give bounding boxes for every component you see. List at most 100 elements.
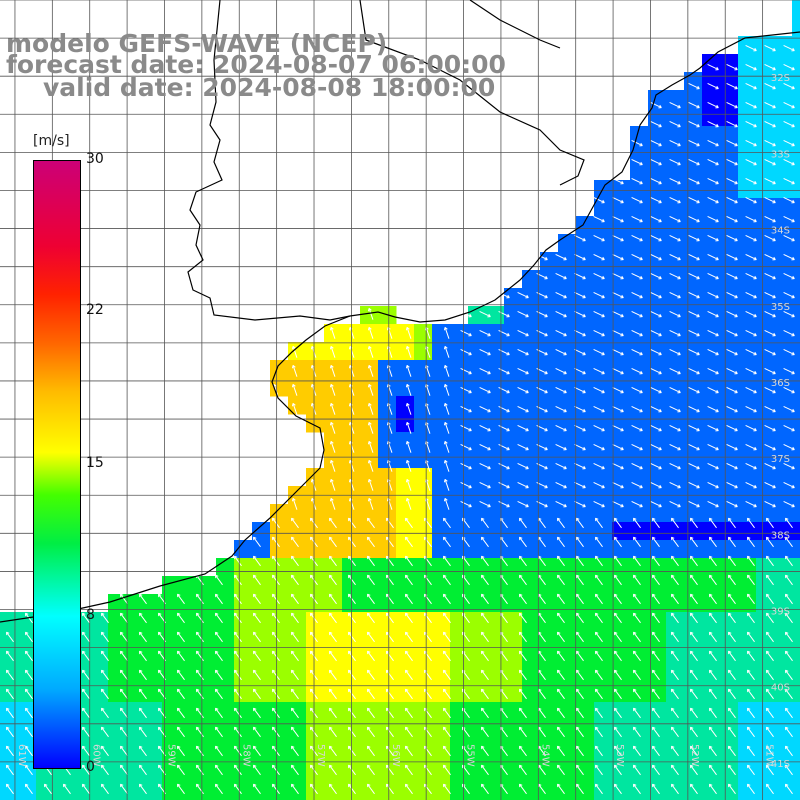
wind-arrow [783, 386, 795, 394]
wind-cell [630, 324, 649, 343]
wind-arrow [120, 707, 128, 719]
wind-cell [792, 720, 800, 739]
wind-cell [720, 144, 739, 163]
wind-arrow [196, 688, 204, 700]
wind-arrow-head [157, 688, 162, 693]
wind-arrow [783, 481, 795, 489]
wind-cell [648, 756, 667, 775]
wind-arrow-head [613, 555, 618, 560]
wind-arrow [631, 367, 643, 375]
wind-arrow [688, 500, 700, 508]
wind-cell [738, 324, 757, 343]
wind-arrow-head [639, 256, 643, 261]
wind-cell [270, 738, 289, 757]
wind-arrow-head [518, 650, 523, 655]
wind-arrow [120, 593, 128, 605]
wind-arrow [650, 386, 662, 394]
wind-arrow-head [544, 332, 548, 337]
wind-cell [522, 612, 541, 631]
wind-arrow [406, 365, 412, 377]
wind-arrow [593, 348, 605, 356]
wind-arrow [481, 593, 489, 605]
wind-cell [738, 90, 757, 109]
wind-cell [90, 684, 109, 703]
wind-arrow [82, 631, 90, 643]
wind-cell [396, 612, 415, 631]
colorbar-tick-15: 15 [86, 455, 104, 471]
wind-arrow-head [639, 180, 643, 185]
wind-arrow [726, 101, 738, 109]
wind-arrow-head [443, 364, 448, 369]
wind-arrow-head [24, 612, 29, 617]
wind-cell [378, 324, 397, 343]
wind-cell [396, 576, 415, 595]
wind-arrow [766, 593, 774, 605]
wind-cell [504, 612, 523, 631]
wind-arrow-head [291, 364, 296, 369]
wind-arrow [425, 327, 431, 339]
wind-arrow [726, 500, 738, 508]
wind-cell [162, 702, 181, 721]
wind-cell [504, 414, 523, 433]
wind-arrow-head [696, 446, 700, 451]
wind-cell [558, 450, 577, 469]
wind-arrow [576, 707, 584, 719]
wind-arrow [424, 612, 432, 624]
wind-arrow [139, 726, 147, 738]
wind-arrow [139, 745, 147, 757]
wind-cell [702, 558, 721, 577]
wind-arrow [669, 101, 681, 109]
wind-arrow-head [753, 161, 757, 166]
wind-cell [738, 594, 757, 613]
wind-cell [324, 414, 343, 433]
wind-arrow [745, 196, 757, 204]
wind-arrow [764, 82, 776, 90]
wind-cell [396, 684, 415, 703]
wind-arrow [406, 498, 412, 510]
wind-cell [612, 450, 631, 469]
wind-arrow-head [784, 574, 789, 579]
wind-cell [756, 234, 775, 253]
wind-arrow-head [119, 764, 124, 769]
wind-cell [468, 414, 487, 433]
wind-arrow [593, 215, 605, 223]
wind-arrow [272, 726, 280, 738]
wind-arrow [196, 650, 204, 662]
wind-cell [738, 522, 757, 541]
wind-arrow [349, 403, 355, 415]
wind-cell [360, 648, 379, 667]
wind-arrow-head [753, 47, 757, 52]
wind-cell [540, 342, 559, 361]
wind-arrow [726, 272, 738, 280]
wind-arrow [443, 555, 451, 567]
wind-arrow [444, 498, 450, 510]
wind-arrow [25, 669, 33, 681]
wind-cell [792, 270, 800, 289]
wind-cell [414, 504, 433, 523]
wind-arrow [631, 234, 643, 242]
wind-cell [504, 522, 523, 541]
wind-cell [738, 288, 757, 307]
wind-cell [558, 306, 577, 325]
wind-cell [630, 342, 649, 361]
wind-arrow [253, 555, 261, 567]
wind-arrow [538, 593, 546, 605]
wind-cell [360, 558, 379, 577]
wind-arrow [764, 215, 776, 223]
wind-cell [432, 756, 451, 775]
wind-arrow-head [271, 631, 276, 636]
wind-arrow [555, 329, 567, 337]
wind-cell [558, 432, 577, 451]
wind-arrow [517, 443, 529, 451]
wind-arrow [726, 291, 738, 299]
wind-arrow-head [518, 707, 523, 712]
wind-cell [378, 360, 397, 379]
wind-cell [774, 144, 793, 163]
wind-arrow [671, 574, 679, 586]
wind-arrow-head [518, 669, 523, 674]
wind-arrow [253, 745, 261, 757]
wind-arrow [292, 365, 298, 377]
wind-cell [774, 180, 793, 199]
wind-cell [594, 522, 613, 541]
wind-cell [126, 612, 145, 631]
